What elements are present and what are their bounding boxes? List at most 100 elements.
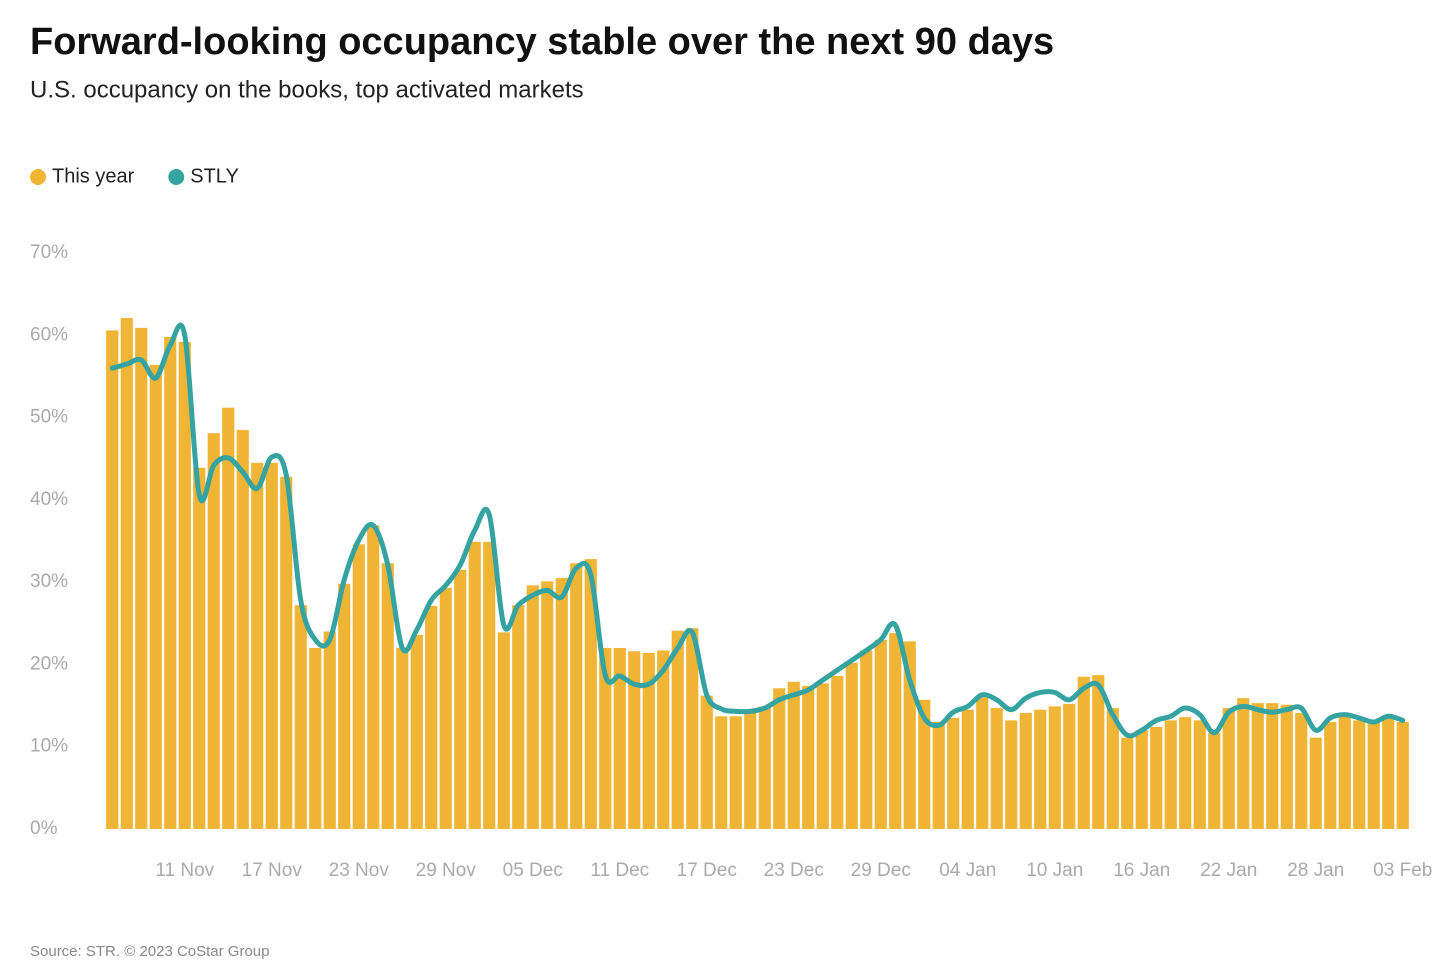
bar xyxy=(1077,676,1090,829)
bar xyxy=(1092,675,1105,829)
bar xyxy=(396,647,409,829)
bar xyxy=(222,407,235,829)
line xyxy=(109,322,1406,739)
bar xyxy=(193,467,206,829)
bar xyxy=(1309,737,1322,829)
y-tick-label: 40% xyxy=(30,489,68,510)
bar xyxy=(932,722,945,829)
bar xyxy=(947,717,960,829)
bar xyxy=(1338,716,1351,829)
bar xyxy=(628,651,641,829)
x-tick-label: 10 Jan xyxy=(1026,860,1083,881)
x-tick-label: 23 Dec xyxy=(764,860,824,881)
bar xyxy=(1005,720,1018,829)
bar xyxy=(671,630,684,829)
bar xyxy=(1208,732,1221,829)
legend-label: This year xyxy=(52,165,135,187)
bar xyxy=(149,364,162,829)
bar xyxy=(236,429,249,829)
x-tick-label: 29 Dec xyxy=(851,860,911,881)
x-tick-label: 05 Dec xyxy=(503,860,563,881)
bar xyxy=(135,327,148,829)
bar xyxy=(700,695,713,829)
bar xyxy=(483,541,496,829)
bar xyxy=(613,647,626,829)
bar xyxy=(512,605,525,829)
bar xyxy=(1266,703,1279,829)
bar xyxy=(961,709,974,829)
bar xyxy=(1280,704,1293,829)
bar xyxy=(120,318,133,829)
bar xyxy=(265,462,278,829)
bar xyxy=(599,647,612,829)
chart-title: Forward-looking occupancy stable over th… xyxy=(30,21,1054,63)
bar xyxy=(1106,708,1119,829)
bar xyxy=(686,628,699,829)
x-tick-label: 04 Jan xyxy=(939,860,996,881)
bar xyxy=(541,581,554,829)
y-tick-label: 0% xyxy=(30,818,58,839)
bar xyxy=(425,606,438,829)
bar xyxy=(1179,717,1192,829)
bar xyxy=(381,563,394,829)
bar xyxy=(1150,726,1163,829)
bar xyxy=(657,650,670,829)
x-tick-label: 23 Nov xyxy=(329,860,390,881)
bar xyxy=(497,632,510,829)
bar xyxy=(1121,737,1134,829)
bar xyxy=(367,525,380,829)
y-tick-label: 30% xyxy=(30,571,68,592)
y-tick-label: 50% xyxy=(30,407,68,428)
bar xyxy=(860,650,873,829)
bar xyxy=(816,683,829,829)
bar xyxy=(1193,720,1206,829)
bar xyxy=(1295,712,1308,829)
bar xyxy=(773,688,786,829)
x-tick-label: 22 Jan xyxy=(1200,860,1257,881)
bar xyxy=(642,652,655,829)
bar xyxy=(1164,720,1177,829)
bar xyxy=(178,341,191,829)
bar xyxy=(729,716,742,829)
bar xyxy=(251,462,264,829)
bar xyxy=(1237,698,1250,829)
bar xyxy=(990,708,1003,829)
bar xyxy=(1222,708,1235,829)
chart-subtitle: U.S. occupancy on the books, top activat… xyxy=(30,76,584,103)
bar xyxy=(454,569,467,829)
bar xyxy=(526,585,539,829)
bar xyxy=(309,647,322,829)
legend-label: STLY xyxy=(190,165,239,187)
legend-marker xyxy=(168,169,185,185)
bar xyxy=(1353,720,1366,829)
y-tick-label: 60% xyxy=(30,324,68,345)
bar xyxy=(294,605,307,829)
x-tick-label: 03 Feb xyxy=(1373,860,1432,881)
bar xyxy=(758,706,771,829)
bar xyxy=(1019,712,1032,829)
bar xyxy=(1135,730,1148,829)
x-tick-label: 16 Jan xyxy=(1113,860,1170,881)
bar xyxy=(802,685,815,829)
bar xyxy=(1048,706,1061,829)
x-tick-label: 29 Nov xyxy=(416,860,477,881)
bar xyxy=(845,662,858,829)
bar xyxy=(889,633,902,829)
bar xyxy=(106,330,119,829)
bar xyxy=(918,699,931,829)
bar xyxy=(352,544,365,829)
x-tick-label: 11 Nov xyxy=(155,860,214,881)
bar xyxy=(744,712,757,829)
bar xyxy=(1382,717,1395,829)
y-tick-label: 20% xyxy=(30,653,68,674)
bar xyxy=(1251,703,1264,829)
y-tick-label: 70% xyxy=(30,242,68,263)
bar xyxy=(1063,703,1076,829)
source: Source: STR. © 2023 CoStar Group xyxy=(30,943,270,960)
y-tick-label: 10% xyxy=(30,736,68,757)
x-tick-label: 28 Jan xyxy=(1287,860,1344,881)
x-tick-label: 11 Dec xyxy=(590,860,649,881)
bar xyxy=(468,541,481,829)
bar xyxy=(831,675,844,829)
